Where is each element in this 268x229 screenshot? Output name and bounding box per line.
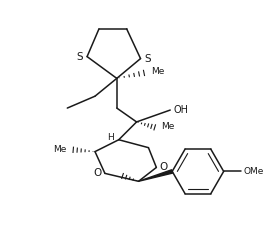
Text: Me: Me — [161, 122, 175, 131]
Text: H: H — [107, 133, 114, 142]
Text: OH: OH — [173, 105, 188, 115]
Text: S: S — [77, 52, 83, 62]
Text: OMe: OMe — [243, 167, 264, 176]
Text: Me: Me — [151, 67, 165, 76]
Polygon shape — [139, 170, 173, 181]
Text: S: S — [144, 54, 151, 64]
Text: Me: Me — [53, 145, 66, 154]
Text: O: O — [159, 162, 168, 172]
Text: O: O — [94, 168, 102, 178]
